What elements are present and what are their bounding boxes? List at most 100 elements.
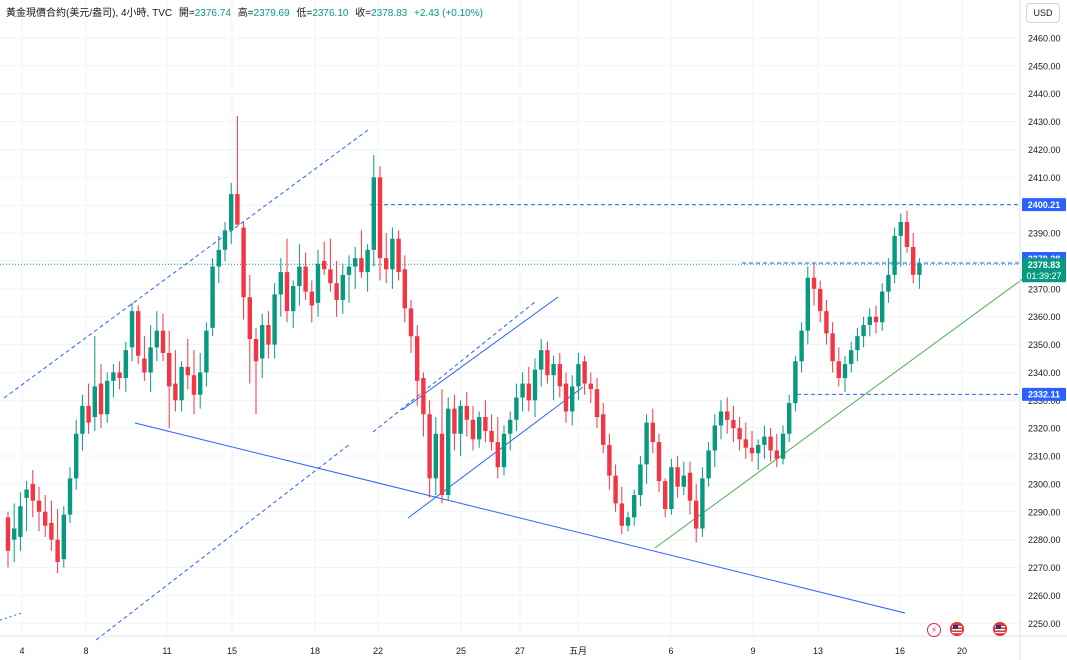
candle-body — [873, 316, 879, 323]
candle-body — [718, 411, 724, 426]
candle — [824, 299, 829, 345]
candle-body — [638, 464, 643, 496]
candle-body — [371, 177, 376, 250]
lightning-event-icon[interactable]: ⚡ — [927, 623, 941, 637]
us-flag-icon-graphic — [993, 622, 1007, 636]
candle-body — [563, 383, 569, 412]
descending-support-line[interactable] — [134, 422, 906, 614]
candle-body — [5, 517, 11, 551]
rising-channel-upper[interactable] — [401, 296, 559, 411]
time-tick-label: 16 — [895, 646, 905, 656]
time-tick-label: 6 — [668, 646, 673, 656]
candle — [644, 414, 649, 484]
time-tick-label: 五月 — [569, 646, 587, 656]
candle — [433, 417, 438, 496]
badge-resistance-bg — [1022, 198, 1066, 212]
candle-body — [650, 422, 655, 443]
candle-body — [644, 422, 649, 465]
candle-body — [712, 425, 717, 451]
candle-body — [365, 249, 370, 273]
candle-body — [749, 447, 755, 454]
candle — [353, 247, 358, 289]
candle-body — [675, 467, 680, 487]
candle — [346, 255, 352, 303]
candle-body — [253, 338, 259, 362]
currency-selector[interactable]: USD — [1026, 3, 1060, 23]
candle-body — [415, 336, 420, 381]
candle — [477, 411, 482, 448]
badge-last-price: 2378.83 — [1028, 260, 1061, 270]
us-flag-icon[interactable] — [993, 622, 1007, 636]
candle — [43, 495, 48, 537]
open-label: 開= — [178, 8, 195, 19]
trendlines-layer[interactable] — [0, 129, 1025, 641]
candle-body — [272, 294, 277, 345]
candle-body — [849, 350, 854, 365]
candle-body — [160, 330, 166, 353]
candle-body — [805, 277, 810, 331]
candle — [526, 366, 531, 412]
candle-body — [92, 386, 97, 418]
candle — [842, 355, 848, 392]
time-tick-label: 27 — [515, 646, 525, 656]
candle-body — [780, 433, 786, 459]
candle-body — [18, 506, 23, 537]
candle — [768, 428, 773, 462]
time-tick-label: 18 — [310, 646, 320, 656]
candle — [36, 486, 42, 532]
candle-body — [799, 330, 804, 362]
candle — [830, 322, 835, 373]
candle — [241, 221, 246, 320]
candle-body — [353, 258, 358, 267]
candle-body — [545, 350, 550, 376]
candle-body — [663, 481, 668, 510]
candle-body — [911, 247, 916, 275]
high-label: 高= — [237, 8, 254, 19]
candle-body — [315, 263, 321, 303]
us-flag-icon[interactable] — [950, 622, 964, 636]
candle-body — [12, 528, 17, 540]
candle-body — [396, 238, 401, 273]
candle — [625, 511, 631, 532]
candle — [514, 383, 519, 431]
price-tick-label: 2340.00 — [1028, 368, 1061, 378]
candle — [384, 233, 389, 284]
rising-channel-lower[interactable] — [407, 386, 584, 519]
candle — [260, 313, 265, 379]
candle-body — [222, 230, 228, 250]
symbol-title[interactable]: 黃金現價合約(美元/盎司), 4小時, TVC — [6, 8, 173, 19]
candle-body — [111, 372, 116, 381]
candle-body — [576, 364, 581, 387]
ascending-green-trendline[interactable] — [654, 277, 1025, 549]
candle — [229, 182, 234, 245]
candle-body — [551, 364, 556, 376]
horizontal-levels-layer[interactable] — [0, 204, 1020, 395]
candle-body — [601, 414, 606, 445]
candle — [904, 210, 910, 253]
candle — [545, 341, 550, 384]
candle-body — [824, 311, 829, 334]
candle-body — [198, 372, 203, 395]
candle — [123, 341, 128, 392]
time-axis[interactable]: 4 8 11 15 18 22 25 27 五月 6 9 13 16 20 — [0, 635, 1067, 656]
candle-body — [86, 405, 91, 423]
candle — [67, 467, 73, 523]
candle-body — [681, 475, 686, 487]
lower-channel-dashed[interactable] — [95, 443, 351, 641]
candle-body — [117, 372, 122, 379]
candle-body — [613, 475, 618, 504]
time-tick-label: 11 — [162, 646, 171, 656]
candle — [917, 258, 922, 289]
candle — [650, 408, 655, 454]
price-axis[interactable]: 2460.00 2450.00 2440.00 2430.00 2420.00 2410.… — [1019, 0, 1061, 660]
candle-body — [446, 408, 451, 496]
candle — [92, 336, 97, 431]
candle — [278, 258, 283, 317]
candle-body — [867, 316, 872, 326]
candle — [458, 400, 463, 457]
short-dotted-line[interactable] — [0, 612, 23, 621]
candle — [136, 305, 141, 365]
candle — [780, 425, 786, 465]
